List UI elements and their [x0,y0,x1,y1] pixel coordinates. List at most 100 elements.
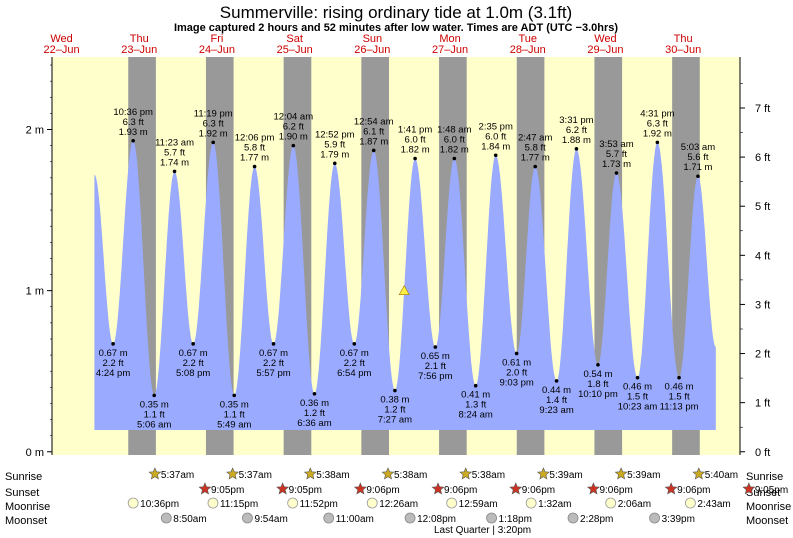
low-tide-metres: 0.65 m [421,351,450,362]
chart-subtitle: Image captured 2 hours and 52 minutes af… [174,22,618,34]
moonset-time: 2:28pm [580,514,613,525]
moonset-time: 11:00am [336,514,374,525]
sunrise-time: 5:38am [394,470,427,481]
high-tide-metres: 1.73 m [602,159,631,170]
low-tide-feet: 2.0 ft [506,367,527,378]
moon-phase: Last Quarter | 3:20pm [434,525,531,536]
tide-area [94,140,716,431]
almanac-row-label-right: Moonset [746,515,788,527]
sunset-time: 9:06pm [599,485,632,496]
high-tide-metres: 1.90 m [279,132,308,143]
extreme-point [291,143,296,148]
high-tide-time: 11:19 pm [194,108,233,119]
low-tide-feet: 1.2 ft [304,408,325,419]
low-tide-metres: 0.67 m [179,348,208,359]
extreme-point [371,148,376,153]
extreme-point [655,140,660,145]
extreme-point [696,174,700,179]
left-tick-label: 2 m [26,125,44,137]
high-tide-metres: 1.74 m [160,157,189,168]
high-tide-time: 12:04 am [274,112,314,123]
moonrise-icon [366,497,378,509]
high-tide-time: 2:47 am [518,133,552,144]
moonset-icon [323,512,335,524]
almanac-row-label-left: Moonrise [5,501,50,513]
high-tide-feet: 5.8 ft [244,143,265,154]
day-name: Fri [211,33,224,45]
extreme-point [252,164,257,169]
extreme-point [514,351,519,356]
almanac: Sunrise Sunrise Sunset Sunset Moonrise Moonri… [5,467,791,536]
day-date: 27–Jun [432,44,468,56]
day-name: Tue [518,33,537,45]
sunset-time: 9:06pm [677,485,710,496]
sunset-icon [509,482,523,495]
extreme-point [635,375,640,380]
moonrise-time: 11:52pm [300,499,338,510]
moonset-time: 8:50am [173,514,206,525]
almanac-row-label-right: Moonrise [746,501,791,513]
high-tide-time: 5:03 am [681,142,715,153]
almanac-row-label-right: Sunset [746,487,780,499]
extreme-point [677,375,681,380]
moonset-time: 9:54am [254,514,287,525]
axes: 0 m 1 m 2 m 0 ft 1 ft 2 ft 3 ft 4 ft 5 ft 6 ft 7 f… [26,57,770,459]
high-tide-feet: 6.3 ft [203,118,224,129]
day-name: Wed [50,33,72,45]
extreme-point [433,345,438,349]
low-tide-feet: 1.4 ft [546,395,567,406]
sunrise-icon [148,467,162,480]
day-date: 30–Jun [665,44,701,56]
low-tide-feet: 2.2 ft [263,358,284,369]
sunset-icon [431,482,445,495]
low-tide-feet: 2.2 ft [183,358,204,369]
low-tide-metres: 0.35 m [220,399,249,410]
plot-area [52,57,740,455]
right-tick-label: 7 ft [755,103,770,115]
high-tide-metres: 1.87 m [359,136,388,147]
day-date: 28–Jun [510,44,546,56]
extreme-point [172,169,177,174]
sunrise-icon [303,467,317,480]
sunset-time: 9:06pm [366,485,399,496]
sunrise-time: 5:38am [472,470,505,481]
low-tide-feet: 2.2 ft [103,358,124,369]
low-tide-time: 6:54 pm [337,368,371,379]
moonset-icon [242,512,253,524]
moonrise-time: 1:32am [538,499,571,510]
sunrise-icon [226,467,240,480]
high-tide-time: 1:48 am [437,125,471,136]
sunset-time: 9:06pm [444,485,477,496]
chart-title: Summerville: rising ordinary tide at 1.0… [220,3,572,22]
low-tide-time: 6:36 am [297,418,331,429]
high-tide-metres: 1.92 m [643,128,672,139]
high-tide-metres: 1.77 m [521,153,550,164]
high-tide-metres: 1.92 m [199,128,228,139]
extreme-point [473,383,478,388]
day-date: 24–Jun [199,44,235,56]
high-tide-metres: 1.84 m [481,141,510,152]
low-tide-time: 5:49 am [217,419,251,430]
extreme-point [393,388,397,393]
low-tide-feet: 2.1 ft [425,361,446,372]
low-tide-time: 5:06 am [137,419,171,430]
moonrise-icon [446,497,458,509]
moonrise-time: 10:36pm [140,499,179,510]
right-tick-label: 0 ft [755,447,770,459]
extreme-point [493,153,498,158]
high-tide-feet: 6.1 ft [363,126,384,137]
day-date: 29–Jun [587,44,623,56]
extreme-point [111,342,115,346]
extreme-point [614,171,619,175]
extreme-point [271,342,276,346]
sunset-icon [742,482,756,495]
day-name: Sat [286,33,303,45]
moonrise-time: 12:26am [379,499,418,510]
high-tide-feet: 6.3 ft [647,118,668,129]
day-date: 26–Jun [354,44,390,56]
right-tick-label: 3 ft [755,299,770,311]
moonset-icon [404,512,416,524]
moonset-time: 12:08pm [417,514,456,525]
day-date: 25–Jun [277,44,313,56]
